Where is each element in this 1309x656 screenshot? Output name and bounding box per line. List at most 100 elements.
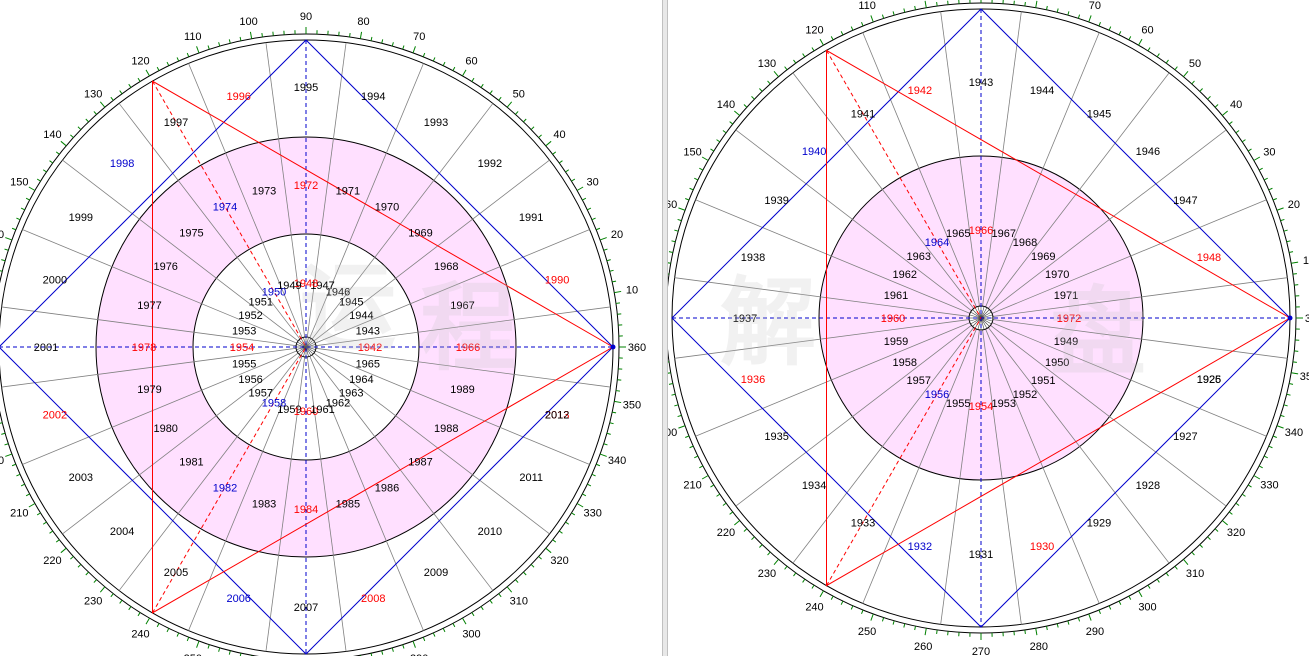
degree-tick xyxy=(55,539,60,543)
degree-tick xyxy=(759,88,763,92)
hub-spoke xyxy=(297,346,307,353)
degree-tick xyxy=(1165,59,1169,64)
degree-tick xyxy=(870,613,874,621)
year-label: 1927 xyxy=(1173,431,1197,443)
degree-tick xyxy=(773,558,779,565)
year-label: 2004 xyxy=(110,526,134,538)
year-label: 1934 xyxy=(802,480,826,492)
degree-tick xyxy=(850,26,854,31)
spoke-line xyxy=(309,63,424,338)
degree-tick xyxy=(840,31,844,36)
degree-tick xyxy=(674,404,679,407)
year-label: 1940 xyxy=(802,146,826,158)
degree-tick xyxy=(471,77,475,82)
degree-label: 230 xyxy=(84,596,102,608)
degree-tick xyxy=(70,556,74,560)
degree-tick xyxy=(110,96,114,101)
degree-tick xyxy=(668,361,670,363)
degree-tick xyxy=(1046,626,1048,631)
degree-tick xyxy=(1191,80,1195,85)
degree-tick xyxy=(5,453,13,457)
degree-label: 40 xyxy=(1230,99,1242,111)
year-label: 1949 xyxy=(277,280,301,292)
degree-tick xyxy=(0,422,3,424)
degree-tick xyxy=(615,390,620,392)
degree-tick xyxy=(4,443,9,446)
spoke-line xyxy=(735,324,972,507)
spoke-line xyxy=(265,42,306,338)
spoke-line xyxy=(118,354,301,591)
degree-tick xyxy=(722,130,727,134)
spoke-line xyxy=(940,11,980,307)
hub-spoke xyxy=(972,317,982,327)
spoke-line xyxy=(265,356,306,652)
hub-spoke xyxy=(980,317,985,330)
degree-tick xyxy=(156,623,160,628)
degree-tick xyxy=(558,530,563,534)
degree-tick xyxy=(156,66,160,71)
degree-tick xyxy=(60,547,67,554)
left-astro-wheel: 10 20 30 40 50 60 70 80 90 100 110 120 130 140 150 160 1… xyxy=(0,11,646,656)
degree-tick xyxy=(710,484,715,488)
spoke-line xyxy=(735,129,972,312)
spoke-line xyxy=(991,322,1267,437)
panel-divider[interactable] xyxy=(662,0,668,656)
degree-label: 80 xyxy=(357,16,369,28)
degree-tick xyxy=(1268,187,1273,191)
degree-tick xyxy=(442,628,446,633)
year-label: 1970 xyxy=(1045,269,1069,281)
year-label: 1943 xyxy=(356,325,380,337)
degree-tick xyxy=(1258,167,1263,171)
year-label: 1968 xyxy=(434,261,458,273)
year-label: 1967 xyxy=(450,300,474,312)
degree-tick xyxy=(20,207,25,211)
degree-tick xyxy=(249,31,253,39)
year-label: 1952 xyxy=(238,310,262,322)
degree-tick xyxy=(830,36,834,41)
red-dashed-line xyxy=(826,50,982,319)
spoke-line xyxy=(313,159,550,342)
degree-tick xyxy=(694,177,699,181)
degree-tick xyxy=(558,160,563,164)
degree-label: 320 xyxy=(1227,527,1245,539)
degree-tick xyxy=(412,46,416,54)
degree-tick xyxy=(370,36,373,41)
degree-label: 120 xyxy=(805,25,823,37)
spoke-line xyxy=(311,103,494,340)
degree-tick xyxy=(462,69,467,77)
year-label: 1966 xyxy=(969,225,993,237)
degree-tick xyxy=(1207,536,1211,540)
year-label: 2010 xyxy=(478,526,502,538)
degree-tick xyxy=(55,151,60,155)
degree-label: 360 xyxy=(1305,313,1309,325)
degree-tick xyxy=(93,579,97,583)
degree-tick xyxy=(85,118,89,123)
degree-tick xyxy=(1292,273,1297,275)
degree-label: 70 xyxy=(413,31,425,43)
degree-label: 110 xyxy=(184,31,202,43)
degree-tick xyxy=(1147,584,1151,589)
degree-tick xyxy=(668,372,671,374)
degree-tick xyxy=(924,0,927,8)
degree-tick xyxy=(710,148,715,152)
blue-square xyxy=(0,39,614,655)
degree-label: 220 xyxy=(717,527,735,539)
spoke-line xyxy=(315,306,611,347)
zero-point-marker xyxy=(1287,315,1293,321)
degree-tick xyxy=(674,229,679,232)
red-dashed-line xyxy=(152,80,307,348)
degree-tick xyxy=(218,42,221,47)
degree-tick xyxy=(1147,47,1151,52)
degree-tick xyxy=(614,290,622,294)
degree-tick xyxy=(1088,15,1092,23)
degree-tick xyxy=(729,121,734,125)
year-label: 1963 xyxy=(907,251,931,263)
degree-tick xyxy=(1235,502,1240,506)
degree-tick xyxy=(1292,361,1297,363)
year-label: 1946 xyxy=(326,287,350,299)
degree-tick xyxy=(1286,393,1291,396)
spoke-line xyxy=(982,329,1022,625)
degree-label: 230 xyxy=(758,568,776,580)
year-label: 1976 xyxy=(153,261,177,273)
degree-tick xyxy=(422,637,426,642)
